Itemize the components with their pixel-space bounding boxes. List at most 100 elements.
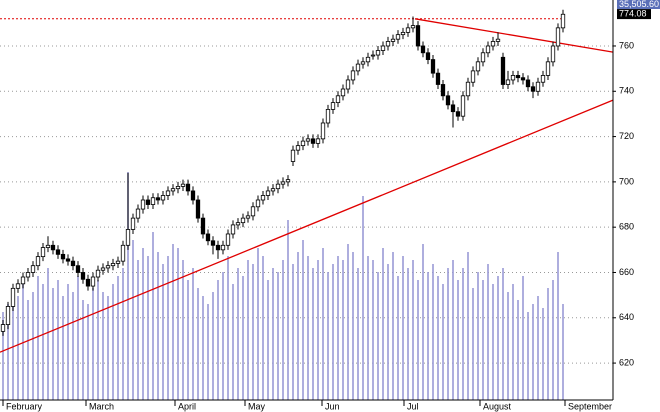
volume-bar: [237, 268, 239, 400]
volume-bar: [537, 296, 539, 400]
candle-body: [80, 272, 86, 280]
candle-body: [370, 54, 376, 57]
volume-bar: [232, 284, 234, 400]
y-tick-label: 740: [619, 86, 634, 96]
volume-bar: [347, 244, 349, 400]
volume-bar: [387, 264, 389, 400]
candle-body: [85, 278, 91, 287]
volume-bar: [87, 304, 89, 400]
candle-body: [495, 38, 501, 42]
volume-bar: [187, 280, 189, 400]
y-tick-label: 680: [619, 222, 634, 232]
candle-body: [315, 138, 321, 144]
candle-body: [130, 217, 136, 230]
candle-body: [460, 95, 466, 117]
volume-bar: [192, 268, 194, 400]
candle-body: [530, 86, 536, 92]
x-tick-label: Jul: [407, 401, 419, 411]
candle-body: [345, 79, 351, 90]
candle-body: [480, 52, 486, 63]
volume-bar: [457, 280, 459, 400]
volume-bar: [367, 256, 369, 400]
candle-body: [70, 260, 76, 267]
volume-bar: [37, 276, 39, 400]
candle-body: [385, 41, 391, 47]
candle-body: [140, 199, 146, 210]
candle-body: [310, 138, 316, 144]
candle-body: [400, 31, 406, 36]
volume-bar: [247, 260, 249, 400]
volume-bar: [102, 292, 104, 400]
volume-bar: [372, 260, 374, 400]
volume-bar: [92, 288, 94, 400]
y-tick-label: 640: [619, 312, 634, 322]
volume-bar: [317, 260, 319, 400]
candle-body: [165, 190, 171, 196]
volume-bar: [297, 252, 299, 400]
candle-body: [200, 217, 206, 235]
volume-bar: [472, 288, 474, 400]
candle-body: [485, 45, 491, 54]
volume-bar: [267, 280, 269, 400]
volume-bar: [307, 256, 309, 400]
volume-bar: [502, 268, 504, 400]
volume-bar: [432, 264, 434, 400]
volume-bar: [52, 288, 54, 400]
volume-bar: [462, 268, 464, 400]
y-tick-label: 660: [619, 267, 634, 277]
candle-body: [490, 41, 496, 47]
candle-body: [255, 199, 261, 208]
candle-body: [320, 122, 326, 140]
volume-bar: [97, 280, 99, 400]
volume-bar: [527, 312, 529, 400]
volume-bar: [257, 248, 259, 400]
volume-bar: [292, 264, 294, 400]
volume-bar: [182, 260, 184, 400]
volume-bar: [112, 284, 114, 400]
candle-body: [5, 306, 11, 325]
candle-body: [560, 13, 566, 29]
candle-body: [415, 25, 421, 47]
volume-bar: [417, 280, 419, 400]
candle-body: [285, 179, 291, 183]
volume-bar: [12, 288, 14, 400]
candle-body: [105, 265, 111, 269]
volume-bar: [357, 268, 359, 400]
volume-bar: [177, 248, 179, 400]
candle-body: [220, 244, 226, 251]
volume-bar: [227, 256, 229, 400]
candle-body: [510, 75, 516, 81]
volume-bar: [517, 300, 519, 400]
candle-body: [375, 50, 381, 56]
volume-bar: [222, 272, 224, 400]
volume-label: 35,505.60: [619, 0, 659, 9]
candle-body: [10, 287, 16, 307]
volume-bar: [167, 256, 169, 400]
candle-body: [325, 108, 331, 124]
candle-body: [175, 186, 181, 190]
volume-bar: [542, 308, 544, 400]
candle-body: [455, 111, 461, 117]
volume-bar: [27, 300, 29, 400]
volume-bar: [427, 272, 429, 400]
candle-body: [60, 253, 66, 260]
volume-bar: [382, 248, 384, 400]
candle-body: [550, 45, 556, 63]
volume-bar: [67, 284, 69, 400]
candle-body: [145, 199, 151, 205]
candle-body: [225, 233, 231, 246]
volume-bar: [132, 240, 134, 400]
candle-body: [525, 79, 531, 88]
candle-body: [100, 267, 106, 271]
candle-body: [205, 233, 211, 242]
candle-body: [30, 265, 36, 273]
volume-bar: [312, 268, 314, 400]
volume-bar: [302, 240, 304, 400]
candle-body: [180, 183, 186, 187]
candle-body: [290, 149, 296, 162]
volume-bar: [162, 264, 164, 400]
volume-bar: [392, 252, 394, 400]
candle-body: [280, 181, 286, 185]
volume-bar: [122, 268, 124, 400]
candle-body: [110, 263, 116, 267]
